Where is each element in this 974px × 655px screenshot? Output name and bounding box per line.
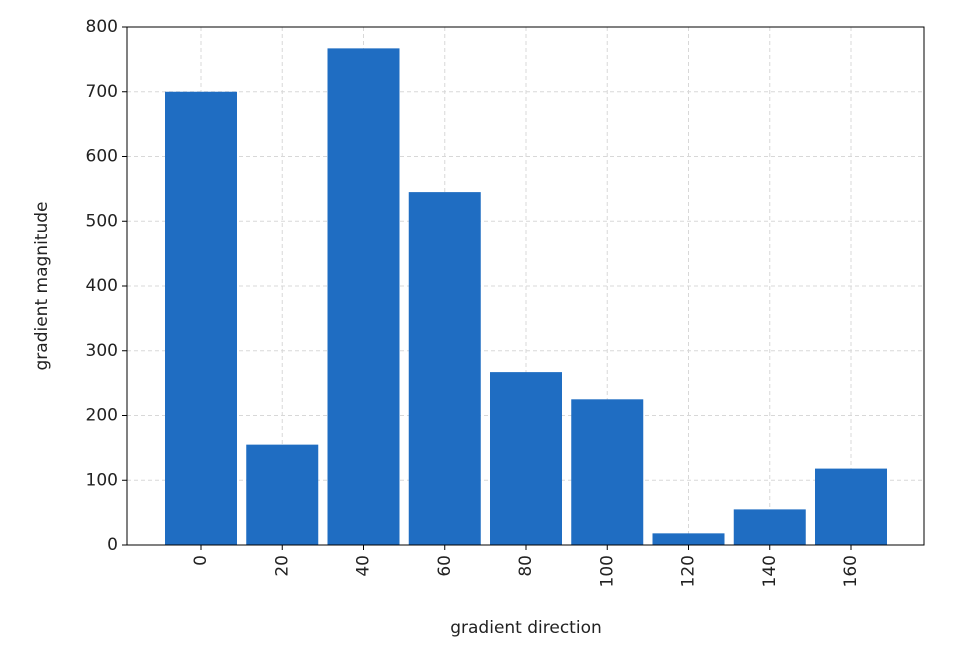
y-tick-label: 800 xyxy=(86,17,118,37)
plot-frame xyxy=(126,26,925,546)
y-tick-label: 300 xyxy=(86,341,118,361)
bar xyxy=(327,48,400,546)
bar xyxy=(652,533,725,545)
x-tick-label: 100 xyxy=(597,555,617,587)
bar xyxy=(490,372,562,545)
y-tick-label: 400 xyxy=(86,276,118,296)
y-tick-label: 700 xyxy=(86,82,118,102)
y-tick-label: 200 xyxy=(86,406,118,426)
bar xyxy=(165,91,237,545)
bar xyxy=(815,468,887,545)
x-tick-label: 20 xyxy=(272,555,292,577)
x-tick-label: 40 xyxy=(354,555,374,577)
x-tick-label: 120 xyxy=(679,555,699,587)
y-tick-label: 500 xyxy=(86,211,118,231)
x-tick-label: 160 xyxy=(841,555,861,587)
bar xyxy=(408,192,481,546)
y-tick-label: 0 xyxy=(107,535,118,555)
x-tick-label: 0 xyxy=(191,555,211,566)
x-axis-label: gradient direction xyxy=(450,618,602,638)
x-tick-label: 80 xyxy=(516,555,536,577)
bar xyxy=(733,509,806,545)
bar xyxy=(571,399,644,545)
y-tick-label: 600 xyxy=(86,147,118,167)
y-axis-label: gradient magnitude xyxy=(32,202,52,371)
x-tick-label: 60 xyxy=(435,555,455,577)
bar xyxy=(246,444,319,545)
x-tick-label: 140 xyxy=(760,555,780,587)
y-tick-label: 100 xyxy=(86,470,118,490)
